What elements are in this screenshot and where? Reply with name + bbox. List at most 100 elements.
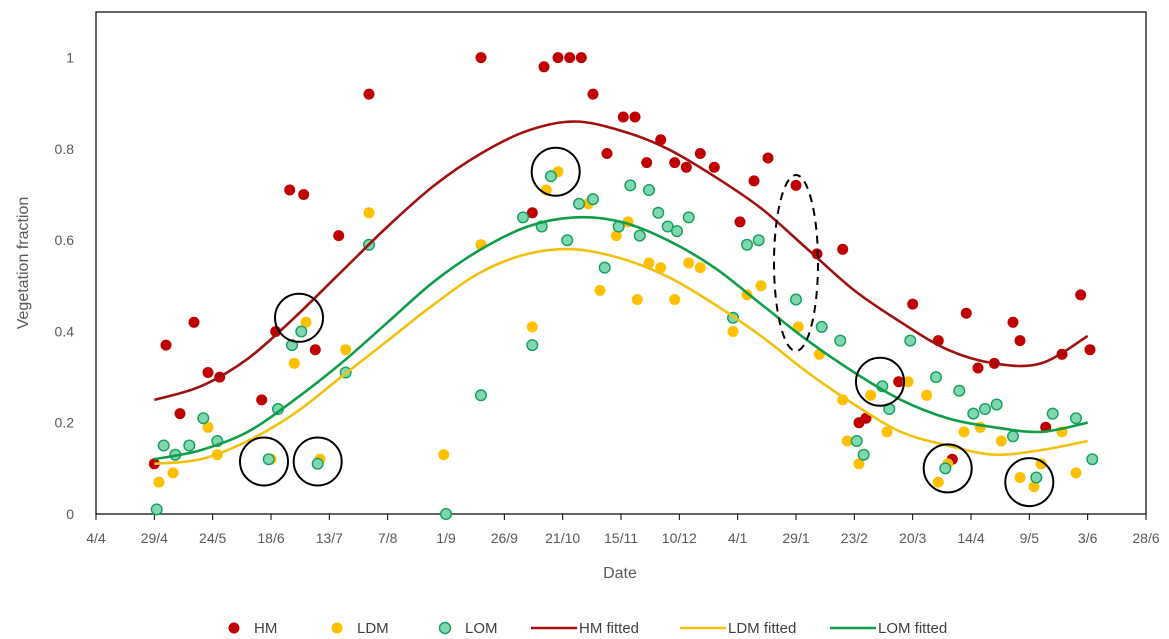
ldm-point [526, 321, 538, 333]
lom-point [150, 503, 163, 516]
legend-label: LOM fitted [878, 620, 947, 637]
ldm-point [1070, 467, 1082, 479]
data-points [148, 52, 1099, 521]
lom-point [545, 170, 558, 183]
legend-label: HM [254, 620, 277, 637]
legend-label: HM fitted [579, 620, 639, 637]
legend: HM LDM LOM HM fitted LDM fitted LOM fitted [228, 620, 947, 637]
ldm-fitted-line [154, 247, 1088, 466]
ldm-point [300, 316, 312, 328]
hm-point [552, 52, 564, 64]
lom-point [598, 261, 611, 274]
hm-point [907, 298, 919, 310]
ldm-point [958, 426, 970, 438]
lom-point [741, 238, 754, 251]
ldm-point [865, 389, 877, 401]
highlight-circle [1004, 457, 1055, 508]
highlight-circle [530, 146, 581, 197]
ldm-point [995, 435, 1007, 447]
lom-point [587, 193, 600, 206]
hm-point [564, 52, 576, 64]
lom-point [652, 206, 665, 219]
lom-point [643, 183, 656, 196]
lom-point [1030, 471, 1043, 484]
ldm-point [1014, 472, 1026, 483]
hm-point [680, 161, 692, 173]
hm-point [333, 230, 345, 242]
highlight-circle [922, 443, 973, 494]
y-tick-label: 0.6 [55, 232, 75, 248]
x-tick-label: 18/6 [257, 530, 284, 546]
ldm-point [841, 435, 853, 447]
y-axis-ticks: 0 0.2 0.4 0.6 0.8 1 [55, 50, 75, 522]
lom-point [671, 225, 684, 238]
hm-point [790, 179, 802, 191]
highlight-dashed-ellipse [773, 174, 819, 352]
x-tick-label: 7/8 [378, 530, 398, 546]
ldm-point [340, 344, 352, 356]
ldm-point [669, 294, 681, 305]
hm-point [284, 184, 296, 196]
lom-point [561, 234, 574, 247]
legend-item-hm: HM [228, 620, 277, 637]
lom-point [440, 508, 453, 521]
hm-point [1075, 289, 1087, 301]
hm-point [655, 134, 667, 146]
ldm-point [837, 394, 849, 406]
ldm-point [153, 476, 165, 488]
hm-fitted-line [153, 120, 1089, 402]
legend-label: LDM [357, 620, 389, 637]
lom-point [183, 439, 196, 452]
legend-label: LDM fitted [728, 620, 796, 637]
legend-item-lom: LOM [438, 620, 498, 637]
legend-item-ldm: LDM [331, 620, 389, 637]
lom-fitted-line [154, 215, 1088, 461]
hm-point [893, 376, 905, 388]
hm-point [629, 111, 641, 123]
y-tick-label: 1 [66, 50, 74, 66]
lom-point [475, 389, 488, 402]
ldm-point [902, 376, 914, 388]
ldm-point [610, 230, 622, 242]
legend-marker [438, 621, 452, 635]
lom-point [857, 448, 870, 461]
hm-point [762, 152, 774, 164]
hm-point [575, 52, 587, 64]
x-tick-label: 28/6 [1132, 530, 1159, 546]
hm-point [960, 307, 972, 319]
ldm-point [792, 321, 804, 333]
ldm-point [438, 449, 450, 461]
x-tick-label: 15/11 [604, 530, 638, 546]
x-tick-label: 9/5 [1020, 530, 1040, 546]
highlight-circle [274, 292, 324, 343]
lom-point [930, 371, 943, 384]
lom-point [1086, 453, 1099, 466]
lom-point [661, 220, 674, 233]
ldm-point [727, 326, 739, 337]
ldm-point [1028, 481, 1040, 493]
hm-point [694, 148, 706, 159]
hm-point [1014, 335, 1026, 347]
ldm-point [167, 467, 179, 479]
hm-point [972, 362, 984, 374]
x-tick-label: 4/4 [86, 530, 106, 546]
lom-point [904, 334, 917, 347]
hm-point [188, 316, 200, 328]
lom-point [311, 457, 324, 470]
lom-point [624, 179, 637, 192]
hm-point [669, 157, 681, 169]
hm-point [256, 394, 268, 406]
legend-item-hm-fitted: HM fitted [531, 620, 639, 637]
legend-item-ldm-fitted: LDM fitted [680, 620, 796, 637]
ldm-point [932, 476, 944, 488]
lom-point [850, 435, 863, 448]
highlight-circle [292, 436, 343, 487]
ldm-point [683, 257, 695, 269]
lom-point [1046, 407, 1059, 420]
ldm-point [594, 284, 606, 296]
ldm-point [921, 389, 933, 401]
ldm-point [655, 262, 667, 274]
hm-point [708, 161, 720, 173]
legend-marker [228, 622, 240, 634]
